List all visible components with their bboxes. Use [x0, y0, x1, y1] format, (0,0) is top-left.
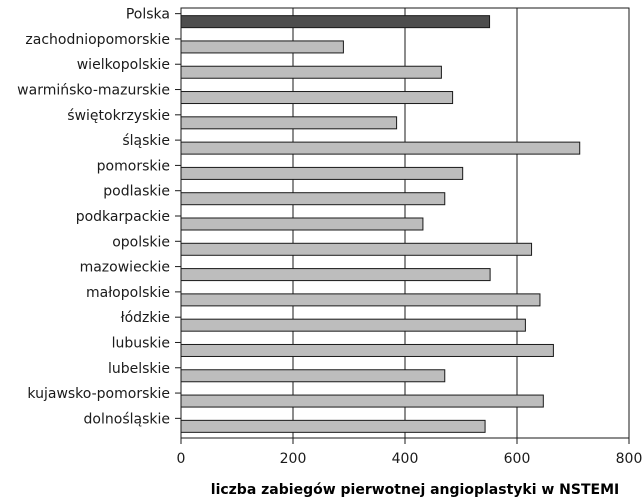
bar-4: [180, 116, 398, 130]
category-label-11: małopolskie: [86, 285, 170, 301]
y-tick-marks: [175, 13, 181, 419]
category-label-14: lubelskie: [108, 361, 170, 377]
bar-5: [180, 141, 581, 155]
category-label-7: podlaskie: [103, 184, 170, 200]
bar-13: [180, 343, 554, 357]
category-label-6: pomorskie: [97, 158, 170, 174]
category-label-5: śląskie: [122, 133, 170, 149]
bar-9: [180, 242, 533, 256]
x-tick-labels: 0 200 400 600 800: [177, 451, 643, 467]
bar-2: [180, 65, 442, 79]
category-label-9: opolskie: [112, 234, 170, 250]
bars: [180, 15, 581, 433]
category-labels: Polska zachodniopomorskie wielkopolskie war…: [17, 7, 170, 428]
x-tick-label-4: 800: [616, 451, 643, 467]
category-label-16: dolnośląskie: [84, 411, 170, 427]
x-tick-label-1: 200: [280, 451, 307, 467]
bar-8: [180, 217, 424, 231]
bar-12: [180, 318, 526, 332]
category-label-10: mazowieckie: [80, 260, 170, 276]
bar-7: [180, 192, 446, 206]
category-label-13: lubuskie: [112, 335, 170, 351]
category-label-15: kujawsko-pomorskie: [27, 386, 170, 402]
category-label-4: świętokrzyskie: [67, 108, 170, 124]
x-axis-label: liczba zabiegów pierwotnej angioplastyki…: [211, 482, 619, 498]
bar-0: [180, 15, 491, 29]
category-label-12: łódzkie: [121, 310, 170, 326]
bar-10: [180, 268, 491, 282]
category-label-3: warmińsko-mazurskie: [17, 83, 170, 99]
x-tick-label-0: 0: [177, 451, 186, 467]
bar-14: [180, 369, 446, 383]
x-tick-label-3: 600: [504, 451, 531, 467]
category-label-0: Polska: [126, 7, 170, 23]
x-tick-label-2: 400: [392, 451, 419, 467]
bar-3: [180, 91, 454, 105]
category-label-2: wielkopolskie: [77, 57, 170, 73]
bar-16: [180, 419, 486, 433]
bar-15: [180, 394, 544, 408]
bar-1: [180, 40, 344, 54]
category-label-8: podkarpackie: [76, 209, 170, 225]
x-tick-marks: [180, 438, 630, 444]
bar-11: [180, 293, 541, 307]
category-label-1: zachodniopomorskie: [25, 32, 170, 48]
bar-6: [180, 166, 464, 180]
